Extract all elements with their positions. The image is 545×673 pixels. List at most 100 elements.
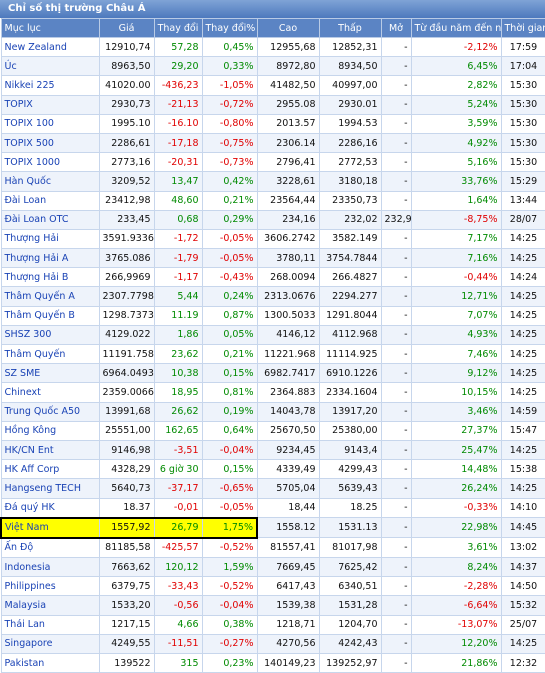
table-row[interactable]: Đài Loan 23412,98 48,60 0,21% 23564,44 23350,… <box>0 190 545 211</box>
index-name-link[interactable]: Malaysia <box>0 595 100 616</box>
change-cell: -17,18 <box>153 132 203 154</box>
table-row[interactable]: SHSZ 300 4129.022 1,86 0,05% 4146,12 4112.968… <box>0 324 545 346</box>
table-row[interactable]: Thượng Hải B 266,9969 -1,17 -0,43% 268.0094 2… <box>0 267 545 288</box>
ytd-cell: 4,93% <box>410 324 502 346</box>
ytd-cell: 3,59% <box>410 113 502 134</box>
col-header-low[interactable]: Thấp <box>318 18 382 38</box>
table-row[interactable]: HK Aff Corp 4328,29 6 giờ 30 0,15% 4339,49 42… <box>0 459 545 480</box>
ytd-cell: 7,17% <box>410 228 502 250</box>
index-name-link[interactable]: HK Aff Corp <box>0 459 100 480</box>
table-row[interactable]: Pakistan 139522 315 0,23% 140149,23 139252,97… <box>0 652 545 673</box>
price-cell: 13991,68 <box>98 401 155 422</box>
index-name-link[interactable]: Thượng Hải B <box>0 267 100 288</box>
ytd-cell: 5,24% <box>410 94 502 115</box>
index-name-link[interactable]: SHSZ 300 <box>0 324 100 346</box>
index-name-link[interactable]: SZ SME <box>0 363 100 384</box>
col-header-time[interactable]: Thời gian <box>500 18 545 38</box>
index-name-link[interactable]: Nikkei 225 <box>0 75 100 96</box>
index-name-link[interactable]: Hồng Kông <box>0 420 100 441</box>
index-name-link[interactable]: Úc <box>0 56 100 77</box>
index-name-link[interactable]: Thượng Hải <box>0 228 100 250</box>
index-name-link[interactable]: TOPIX <box>0 94 100 115</box>
index-name-link[interactable]: Thâm Quyến A <box>0 286 100 307</box>
index-name-link[interactable]: Đài Loan OTC <box>0 209 100 230</box>
table-row[interactable]: Philippines 6379,75 -33,43 -0,52% 6417,43 634… <box>0 576 545 597</box>
col-header-price[interactable]: Giá <box>98 18 155 38</box>
change-pct-cell: 0,05% <box>201 324 258 346</box>
low-cell: 2334.1604 <box>318 382 382 403</box>
price-cell: 2307.7798 <box>98 286 155 307</box>
table-row[interactable]: Chinext 2359.0066 18,95 0,81% 2364.883 2334.1… <box>0 382 545 403</box>
col-header-index[interactable]: Mục lục <box>0 18 100 38</box>
table-row[interactable]: Thượng Hải A 3765.086 -1,79 -0,05% 3780,11 37… <box>0 248 545 269</box>
table-row[interactable]: Nikkei 225 41020.00 -436,23 -1,05% 41482,50 4… <box>0 75 545 96</box>
index-name-link[interactable]: TOPIX 500 <box>0 132 100 154</box>
index-name-link[interactable]: Trung Quốc A50 <box>0 401 100 422</box>
col-header-open[interactable]: Mở <box>380 18 412 38</box>
index-name-link[interactable]: Philippines <box>0 576 100 597</box>
col-header-ytd[interactable]: Từ đầu năm đến nay <box>410 18 502 38</box>
table-row[interactable]: Thâm Quyến 11191.758 23,62 0,21% 11221.968 11… <box>0 343 545 365</box>
table-row[interactable]: Thượng Hải 3591.9336 -1,72 -0,05% 3606.2742 3… <box>0 228 545 250</box>
index-name-link[interactable]: Singapore <box>0 633 100 655</box>
table-row[interactable]: Thâm Quyến B 1298.7373 11.19 0,87% 1300.5033… <box>0 305 545 326</box>
index-name-link[interactable]: TOPIX 100 <box>0 113 100 134</box>
index-name-link[interactable]: HK/CN Ent <box>0 439 100 461</box>
table-row[interactable]: Việt Nam 1557,92 26,79 1,75% 1558.12 1531.13-… <box>0 516 545 539</box>
table-row[interactable]: Úc 8963,50 29,20 0,33% 8972,80 8934,50-6,45% 1… <box>0 56 545 77</box>
table-row[interactable]: Thái Lan 1217,15 4,66 0,38% 1218,71 1204,70- -… <box>0 614 545 635</box>
table-row[interactable]: HK/CN Ent 9146,98 -3,51 -0,04% 9234,45 9143,4… <box>0 439 545 461</box>
index-name-link[interactable]: Đá quý HK <box>0 497 100 519</box>
col-header-high[interactable]: Cao <box>256 18 320 38</box>
index-name-link[interactable]: Đài Loan <box>0 190 100 211</box>
table-row[interactable]: TOPIX 500 2286,61 -17,18 -0,75% 2306.14 2286,… <box>0 132 545 154</box>
high-cell: 5705,04 <box>256 478 320 499</box>
table-row[interactable]: New Zealand 12910,74 57,28 0,45% 12955,68 128… <box>0 36 545 58</box>
index-name-link[interactable]: Chinext <box>0 382 100 403</box>
index-name-link[interactable]: Việt Nam <box>0 516 100 539</box>
table-row[interactable]: Ấn Độ 81185,58 -425,57 -0,52% 81557,41 81017,… <box>0 537 545 559</box>
table-row[interactable]: Indonesia 7663,62 120,12 1,59% 7669,45 7625,4… <box>0 557 545 578</box>
price-cell: 139522 <box>98 652 155 673</box>
table-row[interactable]: Hàn Quốc 3209,52 13,47 0,42% 3228,61 3180,18-… <box>0 171 545 192</box>
index-name-link[interactable]: Indonesia <box>0 557 100 578</box>
table-row[interactable]: Trung Quốc A50 13991,68 26,62 0,19% 14043,78… <box>0 401 545 422</box>
index-name-link[interactable]: Pakistan <box>0 652 100 673</box>
index-name-link[interactable]: Thái Lan <box>0 614 100 635</box>
table-row[interactable]: Hangseng TECH 5640,73 -37,17 -0,65% 5705,04 5… <box>0 478 545 499</box>
table-row[interactable]: Đài Loan OTC 233,45 0,68 0,29% 234,16 232,02 2… <box>0 209 545 230</box>
table-row[interactable]: Thâm Quyến A 2307.7798 5,44 0,24% 2313.0676 2… <box>0 286 545 307</box>
high-cell: 6982.7417 <box>256 363 320 384</box>
table-row[interactable]: Đá quý HK 18.37 -0,01 -0,05% 18,44 18.25- -0,3… <box>0 497 545 519</box>
index-name-link[interactable]: Ấn Độ <box>0 537 100 559</box>
table-row[interactable]: TOPIX 2930,73 -21,13 -0,72% 2955.08 2930.01-5… <box>0 94 545 115</box>
high-cell: 2313.0676 <box>256 286 320 307</box>
change-pct-cell: -0,05% <box>201 248 258 269</box>
time-cell: 14:25 <box>500 439 545 461</box>
index-name-link[interactable]: Thâm Quyến B <box>0 305 100 326</box>
low-cell: 8934,50 <box>318 56 382 77</box>
table-row[interactable]: Singapore 4249,55 -11,51 -0,27% 4270,56 4242,… <box>0 633 545 655</box>
index-name-link[interactable]: New Zealand <box>0 36 100 58</box>
ytd-cell: -2,12% <box>410 36 502 58</box>
change-cell: 0,68 <box>153 209 203 230</box>
high-cell: 81557,41 <box>256 537 320 559</box>
low-cell: 2930.01 <box>318 94 382 115</box>
index-name-link[interactable]: Hangseng TECH <box>0 478 100 499</box>
table-row[interactable]: Hồng Kông 25551,00 162,65 0,64% 25670,50 2538… <box>0 420 545 441</box>
col-header-change-pct[interactable]: Thay đổi% <box>201 18 258 38</box>
open-cell: - <box>380 305 412 326</box>
table-row[interactable]: TOPIX 1000 2773,16 -20,31 -0,73% 2796,41 2772… <box>0 152 545 173</box>
index-name-link[interactable]: Hàn Quốc <box>0 171 100 192</box>
change-cell: -1,79 <box>153 248 203 269</box>
table-row[interactable]: SZ SME 6964.0493 10,38 0,15% 6982.7417 6910.1… <box>0 363 545 384</box>
index-name-link[interactable]: Thượng Hải A <box>0 248 100 269</box>
time-cell: 14:45 <box>500 517 545 539</box>
index-name-link[interactable]: Thâm Quyến <box>0 343 100 365</box>
index-name-link[interactable]: TOPIX 1000 <box>0 152 100 173</box>
table-row[interactable]: TOPIX 100 1995.10 -16.10 -0,80% 2013.57 1994.… <box>0 113 545 134</box>
high-cell: 41482,50 <box>256 75 320 96</box>
col-header-change[interactable]: Thay đổi <box>153 18 203 38</box>
table-row[interactable]: Malaysia 1533,20 -0,56 -0,04% 1539,38 1531,28… <box>0 595 545 616</box>
ytd-cell: 9,12% <box>410 363 502 384</box>
